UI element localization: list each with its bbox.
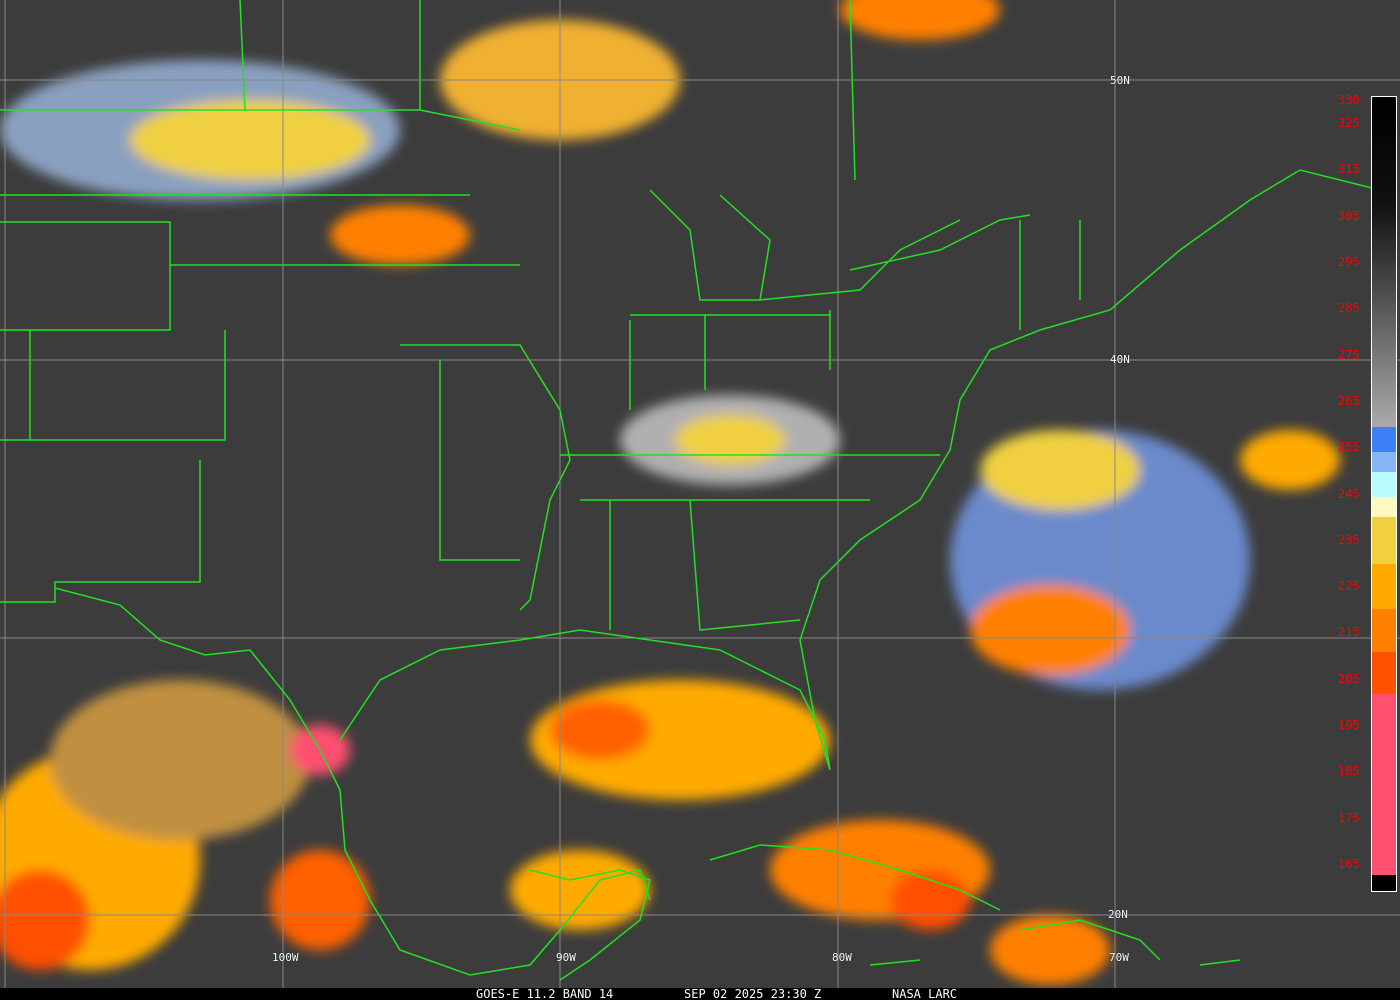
caption-bar: GOES-E 11.2 BAND 14 SEP 02 2025 23:30 Z … [0,988,1400,1000]
colorbar-segment [1372,97,1396,205]
colorbar-label: 305 [1338,208,1360,223]
colorbar-segment [1372,875,1396,891]
lat-label-50n: 50N [1110,74,1130,87]
political-borders [0,0,1381,981]
source-label: NASA LARC [892,987,958,1000]
product-label: GOES-E 11.2 BAND 14 [476,987,614,1000]
lon-label-90w: 90W [556,951,576,964]
colorbar-segment [1372,652,1396,694]
colorbar-segment [1372,517,1396,564]
datetime-label: SEP 02 2025 23:30 Z [684,987,822,1000]
colorbar-segment [1372,472,1396,497]
lat-label-40n: 40N [1110,353,1130,366]
temperature-colorbar [1371,96,1397,892]
colorbar-segment [1372,427,1396,452]
cloud-field [0,0,1340,985]
colorbar-segment [1372,694,1396,875]
lon-label-70w: 70W [1109,951,1129,964]
colorbar-label: 165 [1338,856,1360,871]
colorbar-segment [1372,564,1396,609]
colorbar-label: 215 [1338,625,1360,640]
colorbar-label: 330 [1338,93,1360,107]
colorbar-label: 205 [1338,671,1360,686]
colorbar-label: 255 [1338,440,1360,455]
colorbar-segment [1372,497,1396,517]
colorbar-label: 195 [1338,718,1360,733]
colorbar-segment [1372,205,1396,427]
lon-label-100w: 100W [272,951,299,964]
colorbar-label: 275 [1338,347,1360,362]
colorbar-label: 185 [1338,764,1360,779]
colorbar-label: 245 [1338,486,1360,501]
lat-label-20n: 20N [1108,908,1128,921]
colorbar-label: 285 [1338,301,1360,316]
colorbar-label: 295 [1338,255,1360,270]
colorbar-label: 265 [1338,393,1360,408]
colorbar-label: 325 [1338,116,1360,131]
colorbar-label: 235 [1338,532,1360,547]
colorbar-label: 225 [1338,579,1360,594]
lon-label-80w: 80W [832,951,852,964]
colorbar-label: 175 [1338,810,1360,825]
colorbar-segment [1372,609,1396,652]
colorbar-label: 315 [1338,162,1360,177]
colorbar-segment [1372,452,1396,472]
